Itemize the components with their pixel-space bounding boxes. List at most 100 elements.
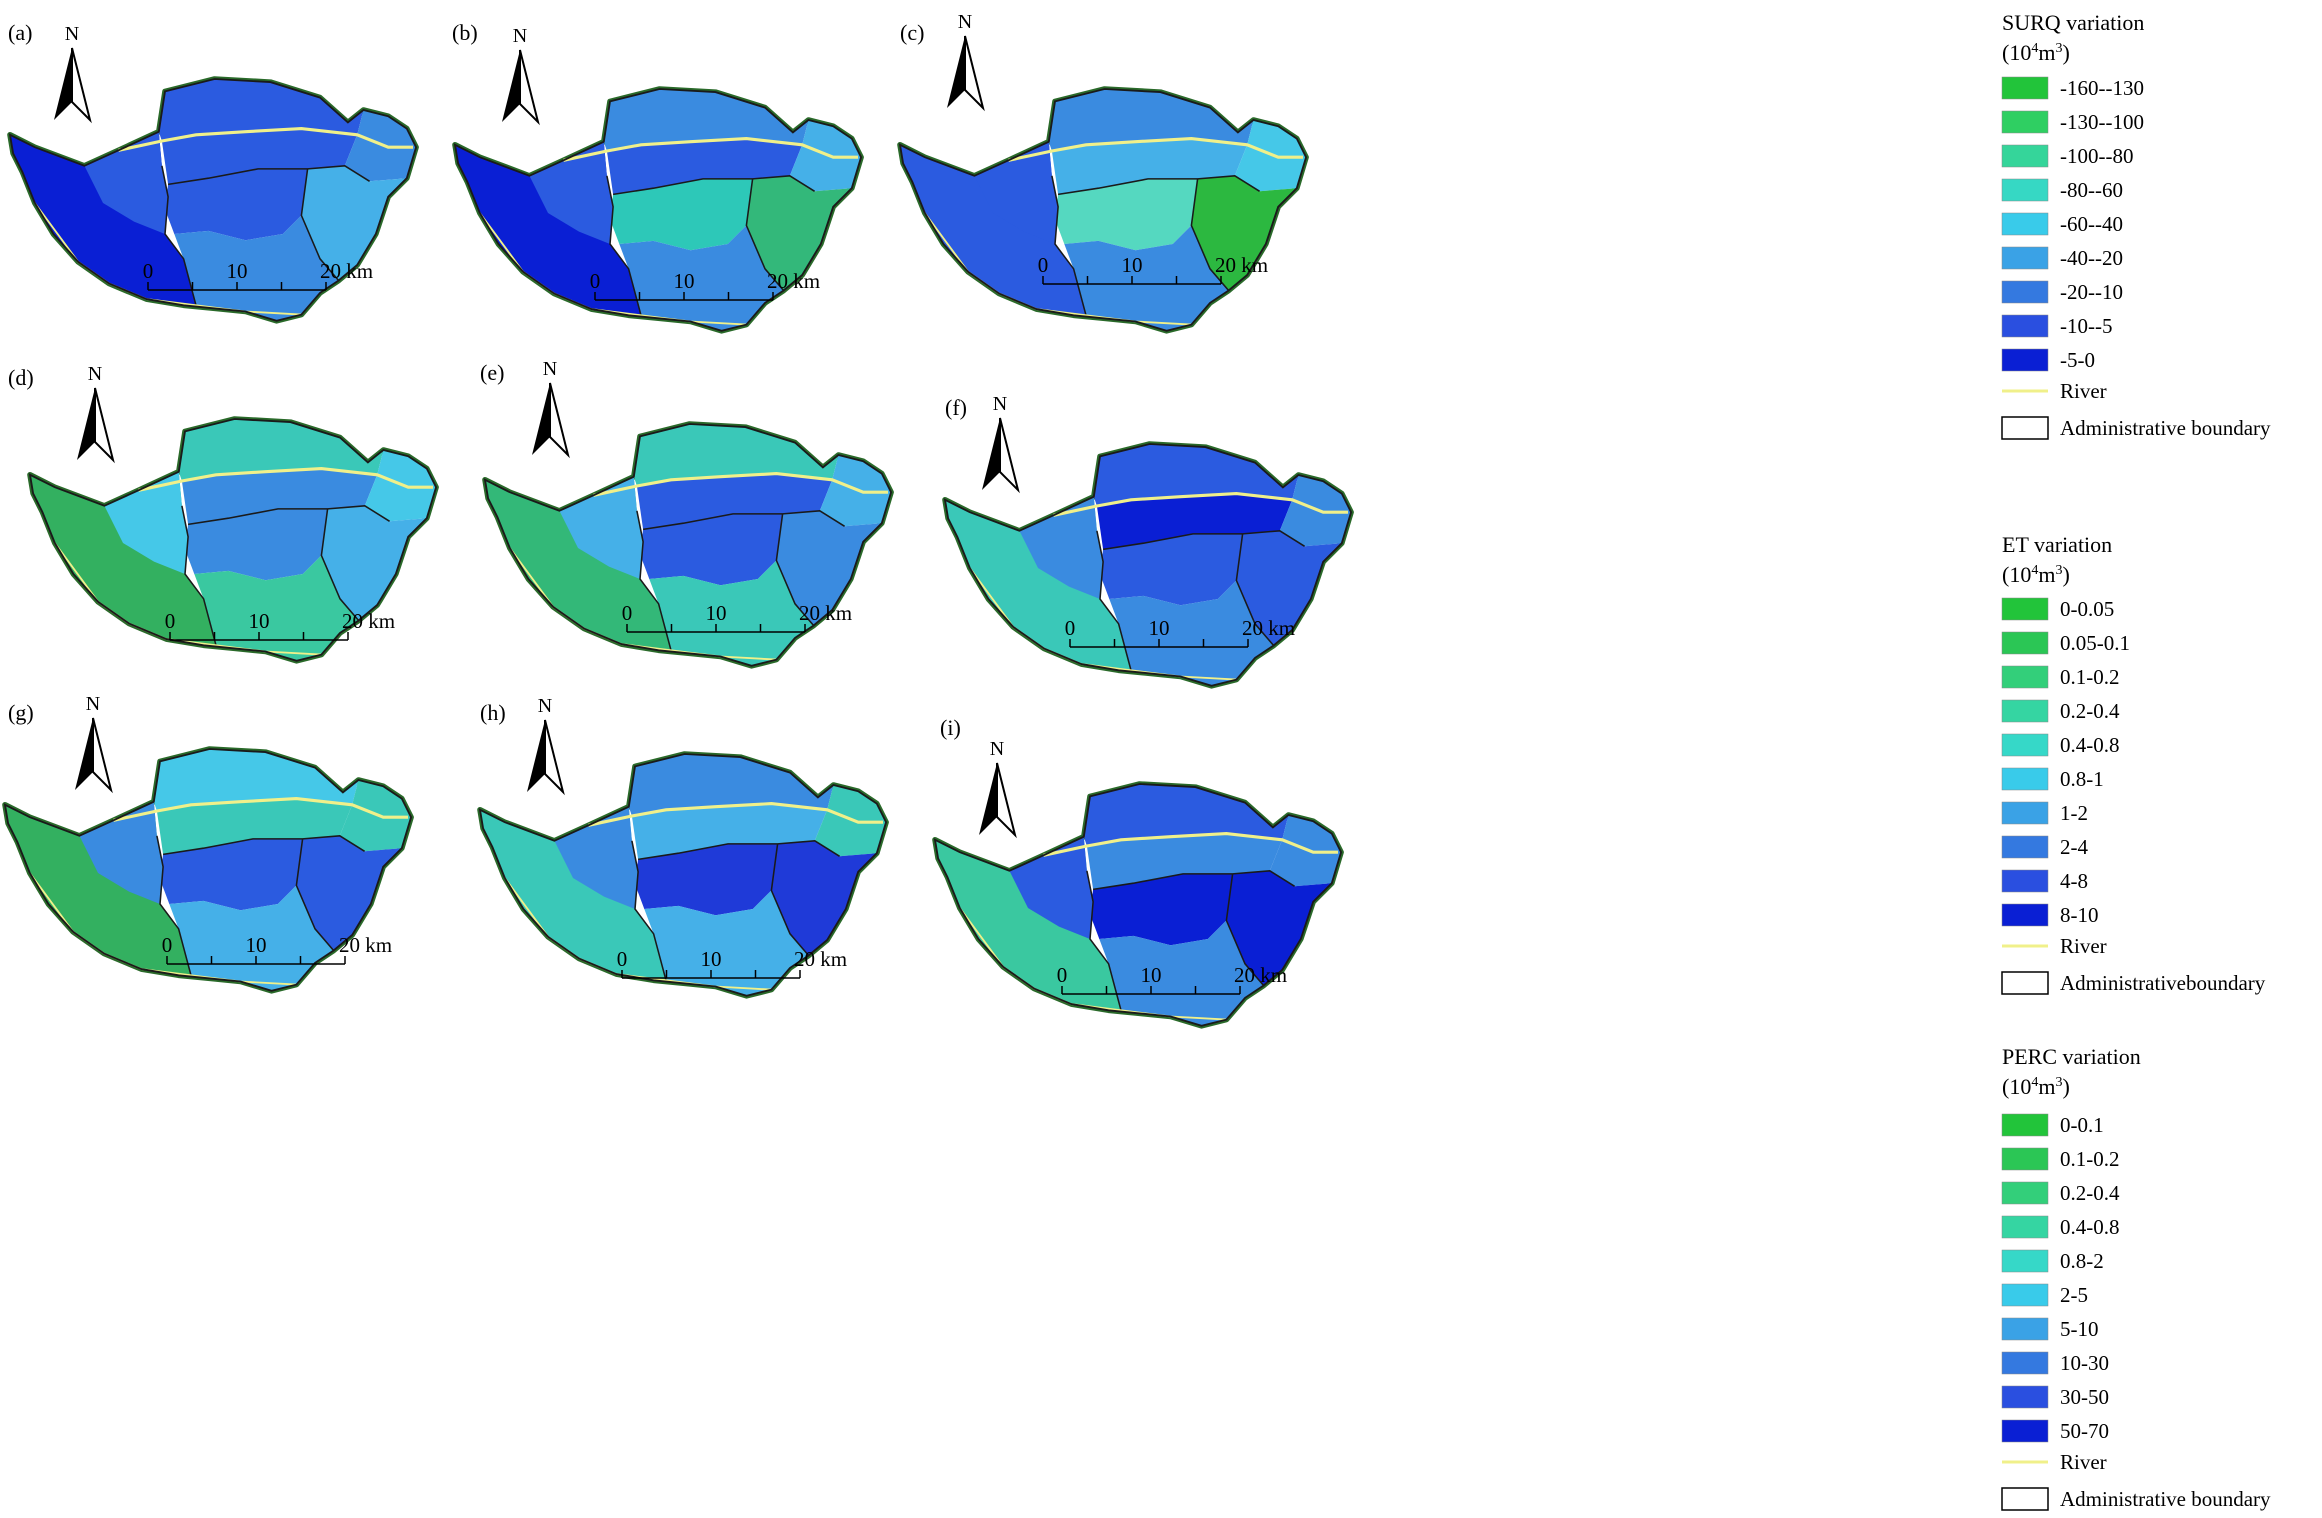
legend-class-label: 0-0.05 <box>2060 597 2114 621</box>
legend-class-label: -60--40 <box>2060 212 2123 236</box>
north-label: N <box>65 23 79 45</box>
north-arrow-icon: N <box>527 695 565 796</box>
river-line <box>138 467 434 492</box>
legend-unit: (104m3) <box>2002 40 2070 65</box>
legend-swatch <box>2001 767 2049 791</box>
north-label: N <box>993 393 1007 415</box>
administrative-boundary-line <box>162 835 366 856</box>
legend-swatch <box>2001 733 2049 757</box>
administrative-boundary-line <box>606 175 642 316</box>
scale-bar: 0 10 20 km <box>162 933 392 965</box>
north-label: N <box>990 738 1004 760</box>
legend-class-label: 0.2-0.4 <box>2060 1181 2120 1205</box>
north-arrow-icon: N <box>982 393 1020 494</box>
administrative-boundary-line <box>187 505 391 526</box>
scale-tick-label: 0 <box>143 259 154 283</box>
map-panel: (b) N 0 10 20 km <box>452 20 861 331</box>
scale-tick-label: 0 <box>590 269 601 293</box>
administrative-boundary-line <box>1096 530 1132 671</box>
legend-boundary-symbol <box>2001 416 2049 440</box>
legend-class-label: 0.2-0.4 <box>2060 699 2120 723</box>
scale-tick-label: 20 km <box>767 269 820 293</box>
legend-class-label: 1-2 <box>2060 801 2088 825</box>
scale-tick-label: 20 km <box>1234 963 1287 987</box>
administrative-boundary-line <box>161 165 197 306</box>
administrative-boundary-line <box>642 510 846 531</box>
legend-surq: SURQ variation (104m3) -160--130 -130--100 -… <box>2001 10 2271 440</box>
administrative-boundary-line <box>1092 870 1296 891</box>
legend-swatch <box>2001 178 2049 202</box>
legend-class-label: 10-30 <box>2060 1351 2109 1375</box>
panel-label: (a) <box>8 20 32 45</box>
administrative-boundary-line <box>745 178 785 292</box>
scale-tick-label: 10 <box>1122 253 1143 277</box>
legend-unit: (104m3) <box>2002 562 2070 587</box>
legend-title: ET variation <box>2002 532 2112 557</box>
administrative-boundary-line <box>1086 870 1122 1011</box>
basin-map <box>935 784 1341 1026</box>
map-panel: (i) N 0 10 20 km <box>935 715 1341 1026</box>
map-panel: (f) N 0 10 20 km <box>945 393 1351 686</box>
legend-swatch <box>2001 869 2049 893</box>
river-line <box>1053 492 1349 517</box>
basin-map <box>480 754 886 996</box>
administrative-boundary-line <box>775 513 815 627</box>
administrative-boundary-line <box>637 840 841 861</box>
legend-swatch <box>2001 1215 2049 1239</box>
legend-swatch <box>2001 280 2049 304</box>
scale-tick-label: 10 <box>227 259 248 283</box>
scale-bar: 0 10 20 km <box>617 947 847 979</box>
basin-map <box>30 419 436 661</box>
scale-tick-label: 10 <box>701 947 722 971</box>
legend-class-label: -5-0 <box>2060 348 2095 372</box>
panel-label: (b) <box>452 20 478 45</box>
basin-map <box>10 79 416 321</box>
legend-class-label: -80--60 <box>2060 178 2123 202</box>
scale-tick-label: 10 <box>1141 963 1162 987</box>
legend-swatch <box>2001 144 2049 168</box>
legend-et: ET variation (104m3) 0-0.05 0.05-0.1 0.1-0.2… <box>2001 532 2266 995</box>
scale-tick-label: 0 <box>1057 963 1068 987</box>
basin-map <box>900 89 1306 331</box>
legend-class-label: -130--100 <box>2060 110 2144 134</box>
legend-swatch <box>2001 1181 2049 1205</box>
administrative-boundary-line <box>156 835 192 976</box>
administrative-boundary-line <box>636 510 672 651</box>
panel-label: (i) <box>940 715 961 740</box>
legend-boundary-symbol <box>2001 971 2049 995</box>
scale-tick-label: 20 km <box>799 601 852 625</box>
legend-class-label: -160--130 <box>2060 76 2144 100</box>
scale-tick-label: 0 <box>1065 616 1076 640</box>
river-line <box>1043 832 1339 857</box>
legend-class-label: 0.05-0.1 <box>2060 631 2130 655</box>
river-line <box>113 797 409 822</box>
scale-bar: 0 10 20 km <box>1065 616 1295 648</box>
north-label: N <box>513 25 527 47</box>
panel-label: (e) <box>480 360 504 385</box>
basin-map <box>5 749 411 991</box>
river-line <box>1008 137 1304 162</box>
scale-tick-label: 10 <box>706 601 727 625</box>
legend-swatch <box>2001 801 2049 825</box>
legend-boundary-label: Administrativeboundary <box>2060 971 2266 995</box>
scale-tick-label: 10 <box>674 269 695 293</box>
legend-swatch <box>2001 835 2049 859</box>
north-label: N <box>86 693 100 715</box>
administrative-boundary-line <box>320 508 360 622</box>
river-line <box>593 472 889 497</box>
scale-tick-label: 20 km <box>339 933 392 957</box>
administrative-boundary-line <box>167 165 371 186</box>
north-label: N <box>538 695 552 717</box>
legend-boundary-label: Administrative boundary <box>2060 1487 2271 1511</box>
river-line <box>588 802 884 827</box>
legend-swatch <box>2001 212 2049 236</box>
legend-class-label: 0.4-0.8 <box>2060 1215 2120 1239</box>
north-label: N <box>958 11 972 33</box>
legend-swatch <box>2001 1351 2049 1375</box>
administrative-boundary-line <box>1102 530 1306 551</box>
panel-label: (f) <box>945 395 967 420</box>
administrative-boundary-line <box>300 168 340 282</box>
legend-class-label: -20--10 <box>2060 280 2123 304</box>
legend-swatch <box>2001 903 2049 927</box>
